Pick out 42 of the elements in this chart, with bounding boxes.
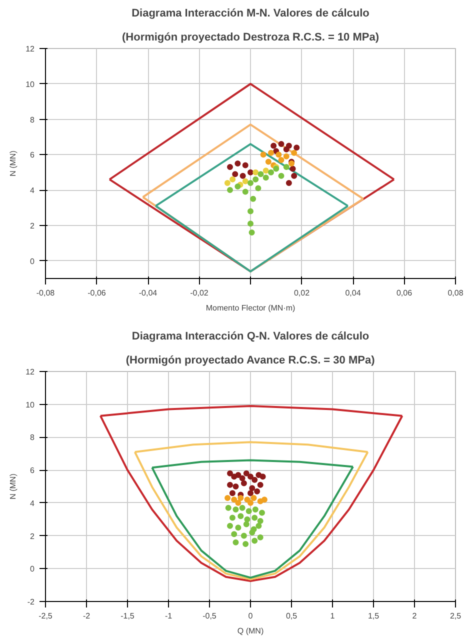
x-tick-label: 0 xyxy=(248,612,254,620)
x-tick-label: -0,08 xyxy=(36,288,56,298)
x-tick-label: -2,5 xyxy=(38,612,53,620)
y-tick-label: 8 xyxy=(30,115,36,124)
x-tick-label: 0,04 xyxy=(345,288,362,298)
x-axis-title: Momento Flector (MN·m) xyxy=(206,304,296,312)
chart-subtitle: (Hormigón proyectado Destroza R.C.S. = 10 MPa) xyxy=(122,32,380,44)
y-tick-label: 12 xyxy=(26,368,36,376)
x-tick-label: 0,08 xyxy=(448,288,464,298)
x-tick-label: 1,5 xyxy=(368,612,380,620)
x-tick-label: 0,02 xyxy=(294,288,310,298)
y-tick-label: 6 xyxy=(30,150,36,160)
y-tick-label: 0 xyxy=(30,256,36,266)
x-tick-label: 2 xyxy=(412,612,418,620)
x-tick-label: -1,5 xyxy=(120,612,135,620)
x-tick-label: -2 xyxy=(82,612,91,620)
x-tick-label: 0,06 xyxy=(396,288,413,298)
chart-title: Diagrama Interacción M-N. Valores de cálculo xyxy=(132,8,370,20)
y-tick-label: 0 xyxy=(30,564,36,574)
y-tick-label: 12 xyxy=(26,44,36,54)
y-tick-label: 2 xyxy=(30,221,36,230)
y-tick-label: 4 xyxy=(30,498,36,508)
x-tick-label: -0,02 xyxy=(190,288,209,298)
y-tick-label: 2 xyxy=(30,532,36,541)
x-tick-label: -0,06 xyxy=(88,288,106,298)
x-tick-label: 2,5 xyxy=(450,612,462,620)
y-tick-label: 6 xyxy=(30,466,36,476)
chart-subtitle: (Hormigón proyectado Avance R.C.S. = 30 MPa) xyxy=(126,354,376,366)
y-tick-label: 4 xyxy=(30,186,36,196)
x-tick-label: -1 xyxy=(164,612,173,620)
y-tick-label: -2 xyxy=(27,598,36,606)
y-axis-title: N (MN) xyxy=(8,150,18,176)
x-tick-label: -0,04 xyxy=(138,288,158,298)
y-tick-label: 8 xyxy=(30,433,36,442)
y-tick-label: 10 xyxy=(26,80,36,89)
y-tick-label: 10 xyxy=(26,400,36,410)
x-tick-label: 0,5 xyxy=(286,612,298,620)
x-tick-label: -0,5 xyxy=(202,612,217,620)
x-tick-label: 1 xyxy=(330,612,336,620)
chart-title: Diagrama Interacción Q-N. Valores de cálculo xyxy=(132,330,370,342)
x-axis-title: Q (MN) xyxy=(237,626,264,636)
y-axis-title: N (MN) xyxy=(8,473,18,500)
